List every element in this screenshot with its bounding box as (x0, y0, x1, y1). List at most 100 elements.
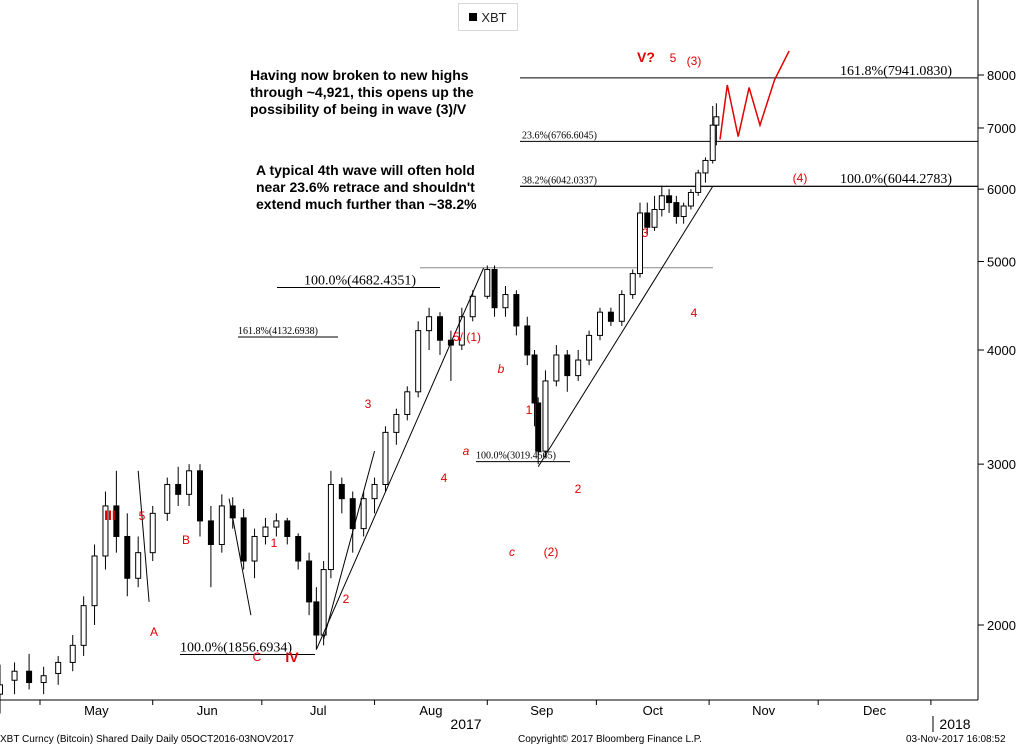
wave-label: c (509, 545, 515, 559)
candle-body (102, 505, 109, 557)
wave-label: 1 (271, 536, 278, 550)
annotation-note-1: Having now broken to new highs through ~… (250, 67, 474, 118)
projection-line (719, 50, 790, 140)
wave-label: V? (637, 49, 655, 65)
candle-body (415, 330, 422, 393)
y-tick-label: 3000 (987, 457, 1016, 472)
y-tick-label: 7000 (987, 121, 1016, 136)
candle-body (393, 413, 400, 433)
candle-body (40, 675, 47, 684)
x-month-label: Nov (752, 703, 776, 718)
candle-body (149, 512, 156, 554)
candle-body (404, 391, 411, 415)
annotation-note-2-line: extend much further than ~38.2% (256, 196, 477, 212)
y-tick-label: 2000 (987, 618, 1016, 633)
candle-body (371, 483, 378, 500)
candle-body (382, 431, 389, 485)
annotation-note-2: A typical 4th wave will often hold near … (256, 162, 477, 213)
candle-body (426, 316, 433, 332)
candle-body (542, 380, 549, 452)
chart-legend: XBT (458, 3, 518, 31)
wave-label: (4) (793, 171, 808, 185)
candle-body (535, 402, 542, 452)
candle-body (240, 517, 247, 562)
y-tick-label: 5000 (987, 254, 1016, 269)
wave-label: C (253, 650, 262, 664)
candle-body (437, 316, 443, 341)
candle-body (687, 191, 694, 207)
wave-label: III (104, 507, 116, 523)
trend-line (137, 470, 150, 602)
candle-body (513, 294, 520, 327)
candle-body (637, 212, 643, 275)
candle-body (124, 535, 131, 579)
candle-body (327, 483, 334, 571)
annotation-note-1-line: possibility of being in wave (3)/V (250, 101, 467, 117)
candle-body (531, 354, 538, 404)
wave-label: 5 (139, 509, 146, 523)
fib-level-label: 100.0%(6044.2783) (840, 172, 952, 187)
candle-body (484, 268, 491, 297)
wave-label: (2) (544, 545, 559, 559)
wave-label: 5/ (1) (453, 330, 481, 344)
candle-body (586, 334, 593, 361)
wave-label: a (463, 444, 470, 458)
candle-body (469, 295, 476, 318)
wave-label: 4 (691, 306, 698, 320)
trend-line (537, 186, 714, 468)
wave-label: b (498, 362, 505, 376)
wave-label: 3 (365, 397, 372, 411)
wave-label: 5 (670, 51, 677, 65)
candle-body (306, 560, 313, 603)
wave-label: 2 (575, 482, 582, 496)
annotation-note-2-line: A typical 4th wave will often hold (256, 162, 475, 178)
x-month-label: May (84, 703, 109, 718)
candle-body (69, 644, 76, 663)
candle-body (607, 311, 614, 322)
y-tick-label: 6000 (987, 182, 1016, 197)
candle-body (262, 526, 269, 537)
wave-label: 2 (343, 592, 350, 606)
footer-source: XBT Curncy (Bitcoin) Shared Daily Daily … (0, 734, 294, 745)
fib-level-label: 161.8%(4132.6938) (238, 326, 318, 337)
x-month-label: Oct (643, 703, 664, 718)
candle-body (313, 601, 320, 636)
candle-body (360, 498, 367, 530)
candle-body (666, 195, 673, 204)
candle-body (629, 273, 636, 296)
candle-body (218, 505, 225, 545)
candle-body (186, 470, 193, 495)
candle-body (709, 124, 716, 161)
footer-timestamp: 03-Nov-2017 16:08:52 (906, 734, 1006, 745)
candle-body (524, 325, 531, 356)
y-tick-label: 8000 (987, 68, 1016, 83)
wave-label: IV (285, 649, 299, 665)
candle-body (251, 535, 258, 562)
wave-label: (3) (687, 54, 702, 68)
x-month-label: Sep (530, 703, 553, 718)
x-month-label: Jun (197, 703, 218, 718)
candle-body (673, 202, 680, 218)
candle-body (597, 311, 603, 336)
candle-body (702, 159, 709, 174)
fib-level-label: 100.0%(4682.4351) (304, 274, 416, 289)
candle-body (273, 520, 280, 528)
candle-body (618, 294, 625, 322)
fib-level-label: 38.2%(6042.0337) (522, 175, 597, 186)
candle-body (175, 483, 182, 495)
candle-body (80, 605, 87, 646)
candle-body (713, 116, 720, 126)
y-tick-label: 4000 (987, 343, 1016, 358)
x-month-label: Aug (419, 703, 442, 718)
legend-swatch (469, 13, 478, 21)
candle-body (295, 535, 302, 562)
candle-body (575, 359, 582, 377)
candle-body (680, 205, 687, 218)
wave-label: B (182, 533, 190, 547)
annotation-note-1-line: Having now broken to new highs (250, 67, 469, 83)
fib-level-label: 23.6%(6766.6045) (522, 130, 597, 141)
candle-body (197, 470, 203, 522)
trend-line (323, 450, 376, 640)
candle-body (502, 294, 509, 309)
